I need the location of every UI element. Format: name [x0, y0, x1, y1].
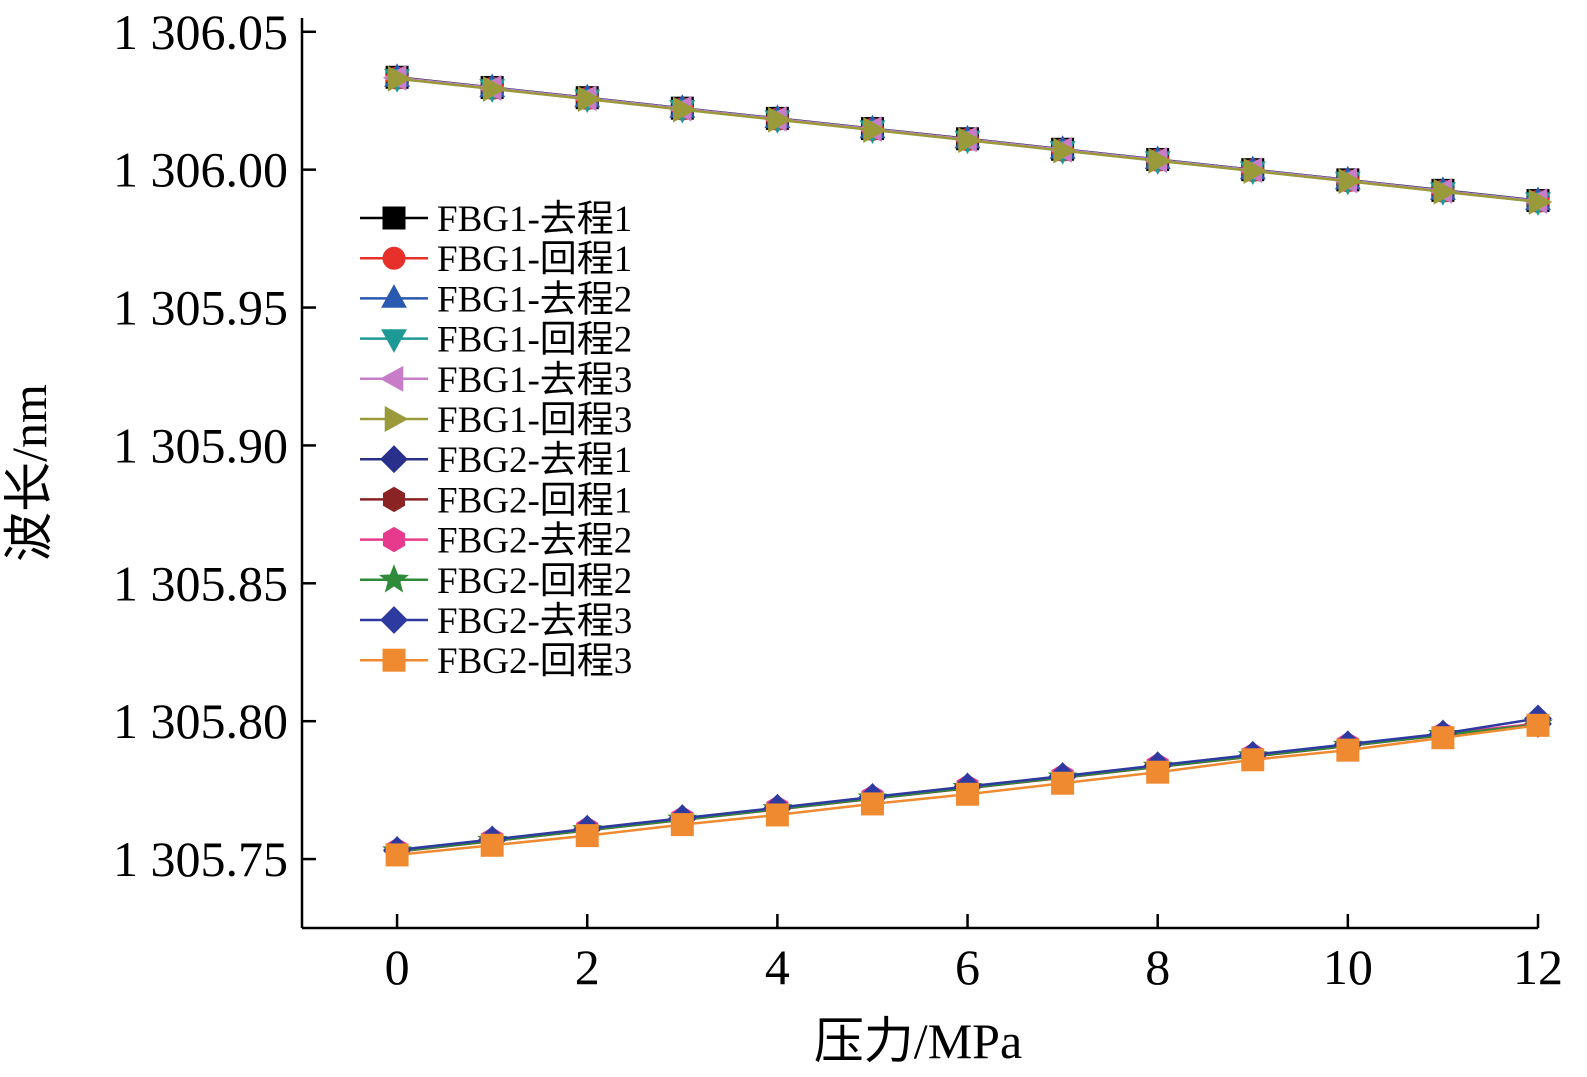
legend-label: FBG1-去程1 [437, 199, 632, 240]
x-tick-label: 12 [1513, 939, 1563, 995]
legend-item: FBG1-去程2 [360, 279, 632, 320]
data-point [385, 843, 409, 867]
data-point [765, 803, 789, 827]
legend-label: FBG2-回程2 [437, 561, 632, 602]
legend-label: FBG1-回程3 [437, 400, 632, 441]
data-point [768, 106, 792, 133]
data-point [387, 65, 412, 92]
legend-label: FBG1-去程3 [437, 360, 632, 401]
legend-marker [382, 206, 406, 230]
series-layer [382, 63, 1553, 867]
data-point [480, 833, 504, 857]
legend-label: FBG1-回程2 [437, 320, 632, 361]
data-point [1338, 168, 1363, 195]
x-tick-label: 8 [1145, 939, 1170, 995]
series-6 [387, 65, 1553, 215]
legend-marker [381, 284, 407, 308]
y-tick-label: 1 305.85 [113, 555, 288, 611]
data-point [577, 86, 602, 113]
data-point [482, 75, 507, 102]
legend-label: FBG2-回程1 [437, 480, 632, 521]
data-point [1433, 178, 1458, 205]
x-tick-label: 2 [575, 939, 600, 995]
legend-item: FBG2-去程2 [360, 521, 632, 562]
data-point [1053, 137, 1077, 164]
legend-label: FBG1-去程2 [437, 279, 632, 320]
data-point [670, 813, 694, 837]
data-point [1528, 188, 1553, 215]
data-point [1336, 738, 1360, 762]
y-tick-label: 1 306.00 [113, 142, 288, 198]
y-axis-title: 波长/nm [1, 384, 57, 562]
legend-item: FBG1-去程3 [360, 360, 632, 401]
data-point [863, 117, 887, 143]
data-point [956, 782, 980, 806]
legend-label: FBG2-去程3 [437, 601, 632, 642]
legend: FBG1-去程1FBG1-回程1FBG1-去程2FBG1-回程2FBG1-去程3… [360, 199, 632, 682]
y-tick-label: 1 306.05 [113, 4, 288, 60]
data-point [1243, 158, 1268, 184]
data-point [1241, 748, 1265, 772]
legend-item: FBG1-回程3 [360, 400, 632, 441]
y-tick-label: 1 305.75 [113, 831, 288, 887]
legend-label: FBG2-去程1 [437, 440, 632, 481]
data-point [673, 96, 697, 123]
legend-marker [381, 329, 407, 353]
legend-label: FBG2-回程3 [437, 641, 632, 682]
data-point [1146, 760, 1170, 784]
x-tick-label: 10 [1323, 939, 1373, 995]
y-tick-label: 1 305.80 [113, 693, 288, 749]
data-point [575, 824, 599, 848]
legend-item: FBG1-回程2 [360, 320, 632, 361]
data-point [958, 127, 982, 154]
data-point [860, 792, 884, 816]
axes-layer: 1 305.75 1 305.80 1 305.85 1 305.90 1 305.95… [113, 4, 1563, 995]
data-point [1148, 147, 1172, 174]
data-point [1051, 771, 1075, 795]
legend-marker [379, 365, 404, 392]
x-tick-label: 4 [765, 939, 790, 995]
x-tick-label: 6 [955, 939, 980, 995]
x-tick-label: 0 [385, 939, 410, 995]
legend-marker [383, 526, 405, 553]
legend-item: FBG1-去程1 [360, 199, 632, 240]
legend-item: FBG2-回程1 [360, 480, 632, 521]
legend-label: FBG2-去程2 [437, 521, 632, 562]
legend-marker [383, 486, 405, 513]
x-axis-title: 压力/MPa [814, 1013, 1022, 1069]
legend-item: FBG2-去程3 [360, 601, 632, 642]
legend-marker [380, 445, 408, 474]
legend-item: FBG2-回程2 [360, 561, 632, 602]
legend-marker [384, 406, 409, 432]
data-point [1526, 713, 1550, 737]
y-tick-label: 1 305.95 [113, 280, 288, 336]
legend-item: FBG2-去程1 [360, 440, 632, 481]
legend-marker [380, 606, 408, 634]
y-tick-label: 1 305.90 [113, 417, 288, 473]
data-point [1431, 726, 1455, 750]
legend-item: FBG2-回程3 [360, 641, 632, 682]
legend-item: FBG1-回程1 [360, 239, 632, 280]
legend-marker [382, 648, 406, 672]
legend-marker [382, 246, 406, 270]
series-12 [385, 713, 1550, 867]
legend-marker [379, 564, 409, 593]
legend-label: FBG1-回程1 [437, 239, 632, 280]
